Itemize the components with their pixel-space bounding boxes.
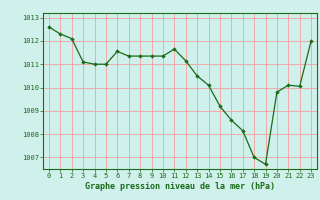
X-axis label: Graphe pression niveau de la mer (hPa): Graphe pression niveau de la mer (hPa)	[85, 182, 275, 191]
